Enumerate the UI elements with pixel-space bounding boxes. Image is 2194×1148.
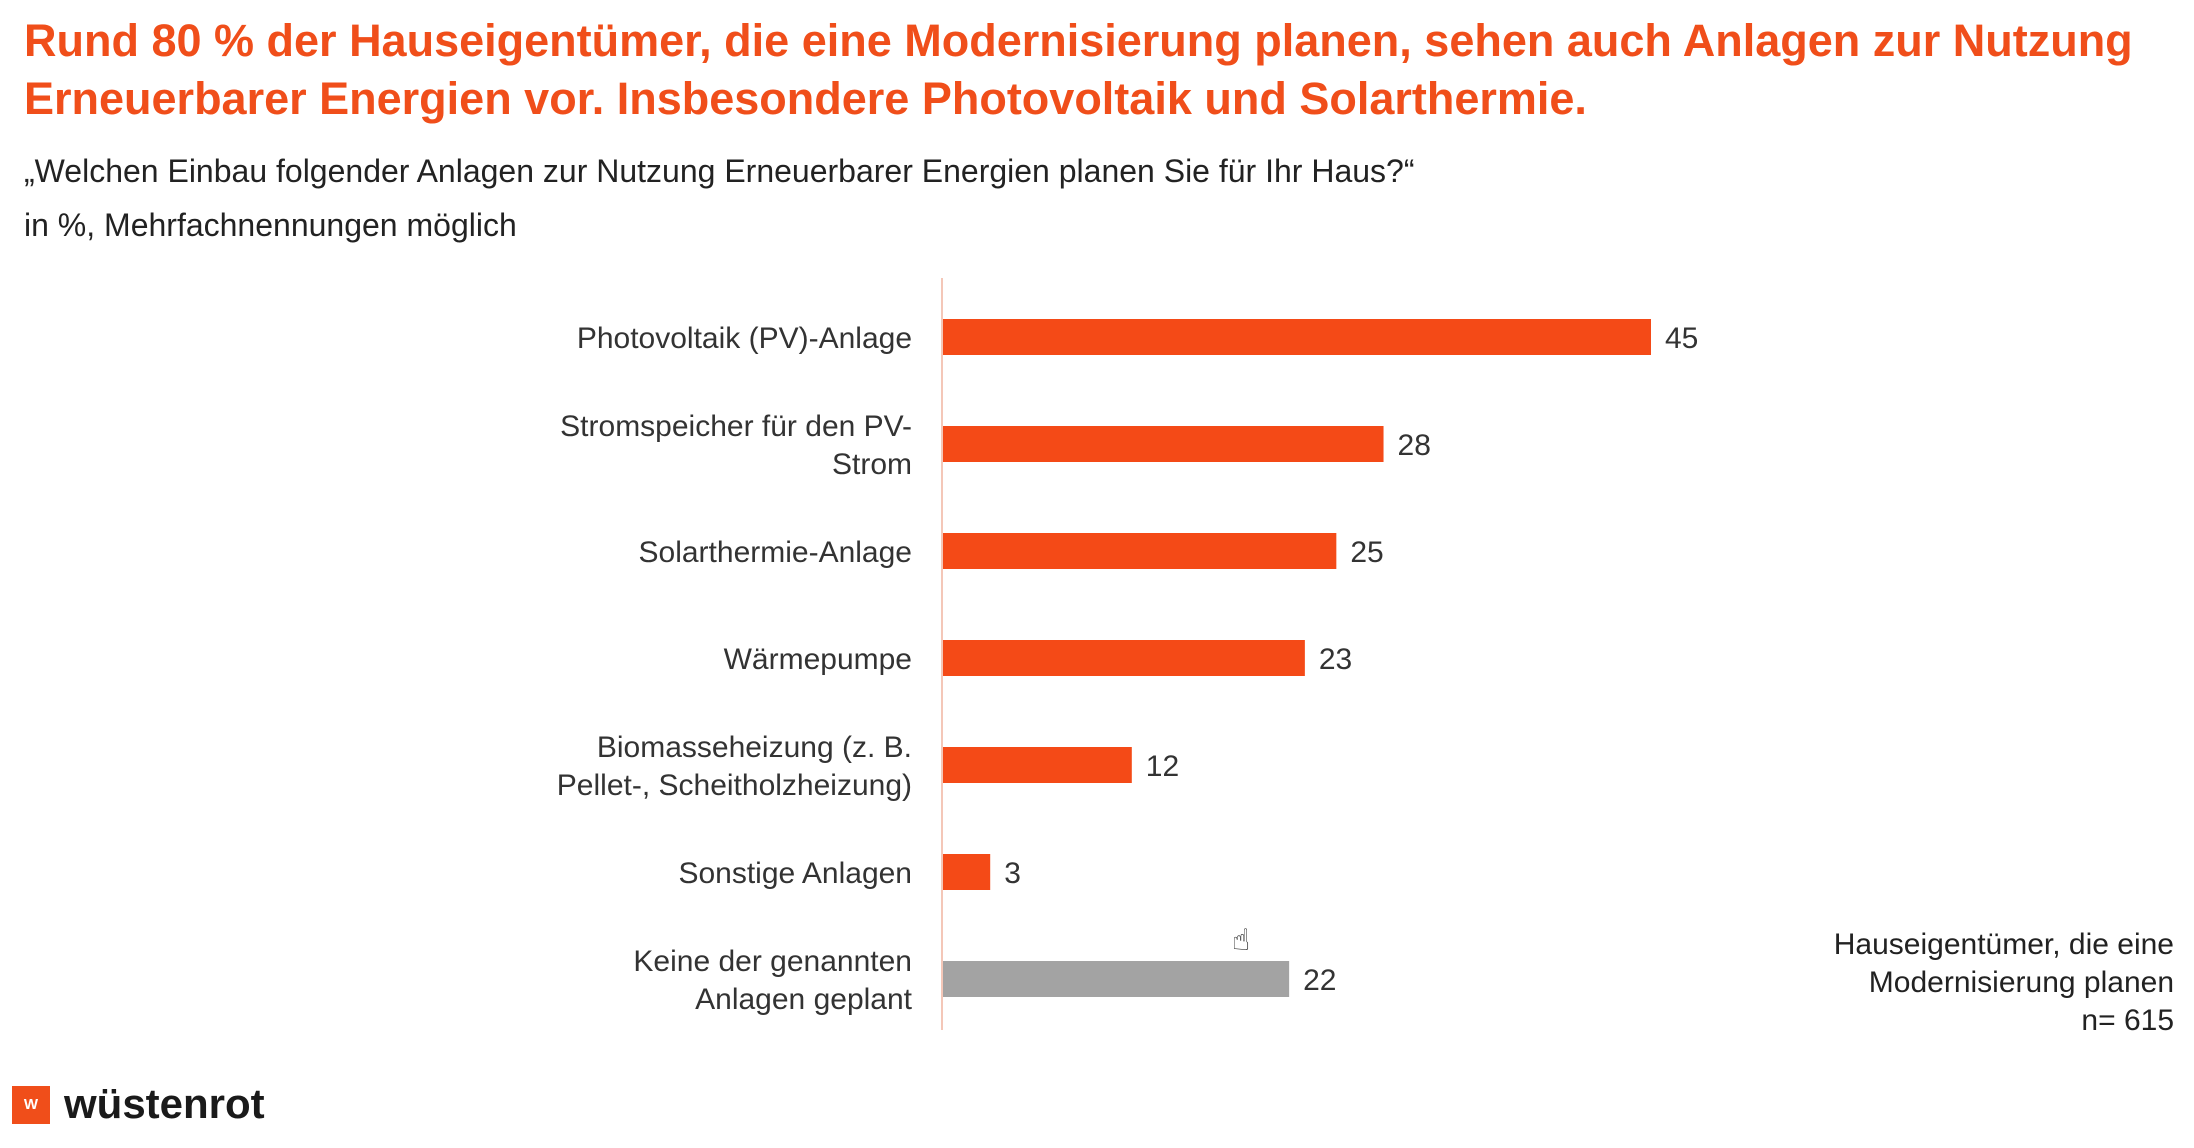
category-label-line: Biomasseheizung (z. B.: [597, 731, 912, 764]
base-note-line1: Hauseigentümer, die eine: [1833, 928, 2174, 961]
unit-note: in %, Mehrfachnennungen möglich: [24, 207, 517, 243]
base-note-line2: Modernisierung planen: [1868, 966, 2174, 999]
bar: [943, 747, 1132, 783]
data-label: 12: [1146, 750, 1179, 783]
bar: [943, 426, 1384, 462]
category-label: Keine der genannten Anlagen geplant: [633, 945, 912, 1016]
page-title: Rund 80 % der Hauseigentümer, die eine M…: [24, 15, 2133, 124]
category-label-line: Sonstige Anlagen: [678, 857, 912, 890]
logo-wordmark: wüstenrot: [64, 1080, 265, 1127]
category-label: Sonstige Anlagen: [678, 857, 912, 890]
category-label-line: Pellet-, Scheitholzheizung): [557, 769, 912, 802]
data-label: 3: [1004, 857, 1021, 890]
logo-mark: W: [12, 1086, 50, 1124]
bar: [943, 961, 1290, 997]
category-label-line: Wärmepumpe: [724, 643, 912, 676]
data-label: 22: [1303, 964, 1336, 997]
base-note-sample-size: n= 615: [2081, 1004, 2174, 1037]
bar: [943, 640, 1305, 676]
category-label: Solarthermie-Anlage: [639, 536, 912, 569]
category-label: Stromspeicher für den PV- Strom: [560, 410, 912, 481]
data-label: 25: [1350, 536, 1383, 569]
bar: [943, 319, 1651, 355]
survey-question: „Welchen Einbau folgender Anlagen zur Nu…: [24, 153, 1415, 189]
category-label: Wärmepumpe: [724, 643, 912, 676]
bar-chart: 45 Photovoltaik (PV)-Anlage 28 Stromspeiche…: [557, 278, 1698, 1030]
bar: [943, 533, 1337, 569]
sample-base-note: Hauseigentümer, die eine Modernisierung …: [1654, 926, 2174, 1040]
category-label-line: Strom: [832, 448, 912, 481]
data-label: 23: [1319, 643, 1352, 676]
category-label-line: Anlagen geplant: [695, 983, 913, 1016]
category-label-line: Keine der genannten: [633, 945, 912, 978]
category-label: Photovoltaik (PV)-Anlage: [577, 322, 912, 355]
category-label: Biomasseheizung (z. B. Pellet-, Scheithol…: [557, 731, 912, 802]
category-label-line: Photovoltaik (PV)-Anlage: [577, 322, 912, 355]
data-label: 45: [1665, 322, 1698, 355]
chart-subtitle: „Welchen Einbau folgender Anlagen zur Nu…: [24, 144, 1724, 252]
hand-pointer-icon: ☝: [1232, 923, 1250, 958]
bar: [943, 854, 991, 890]
category-label-line: Stromspeicher für den PV-: [560, 410, 912, 443]
data-label: 28: [1398, 429, 1431, 462]
category-label-line: Solarthermie-Anlage: [639, 536, 912, 569]
